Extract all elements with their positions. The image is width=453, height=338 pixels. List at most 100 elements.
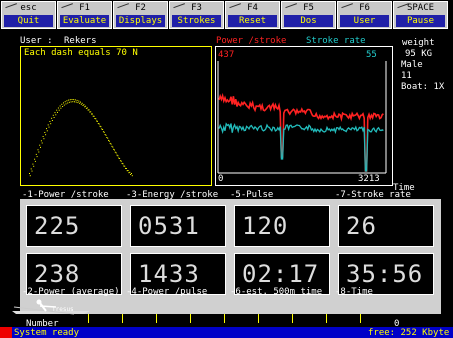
displays-button[interactable]: F2 Displays (113, 1, 168, 29)
label-time: -8-Time (335, 287, 373, 297)
x-start-label: 0 (218, 174, 224, 184)
force-dot (54, 112, 56, 114)
status-indicator (0, 327, 12, 338)
weight-label: weight (402, 38, 435, 48)
force-dot (114, 151, 116, 153)
force-dot (42, 136, 44, 137)
force-dot (32, 163, 34, 165)
value-power-pulse: 1433 (130, 253, 226, 295)
force-dot (129, 171, 131, 173)
force-dot (66, 100, 68, 102)
key-name: F5 (303, 3, 314, 13)
progress-tick (88, 314, 89, 323)
force-dot (34, 160, 36, 162)
force-dot (36, 156, 38, 158)
force-dot (59, 105, 61, 107)
force-dot (118, 157, 120, 159)
force-dot (108, 139, 109, 141)
progress-end: 0 (394, 319, 400, 329)
progress-tick (224, 314, 225, 323)
force-dot (51, 120, 53, 121)
progress-tick (156, 314, 157, 323)
force-dot (130, 174, 132, 175)
force-dot (105, 134, 107, 136)
force-dot (126, 170, 128, 172)
force-dot (103, 131, 105, 133)
force-dot (80, 103, 82, 105)
value-500m-time: 02:17 (234, 253, 330, 295)
force-dot (38, 151, 40, 153)
label-power-stroke: -1-Power /stroke (22, 190, 109, 200)
plot-note: Each dash equals 70 N (24, 48, 138, 58)
force-dot (76, 99, 78, 101)
value-power-stroke: 225 (26, 205, 122, 247)
key-label: Strokes (172, 15, 221, 27)
key-name: esc (20, 3, 37, 13)
force-dot (73, 99, 75, 101)
pause-button[interactable]: SPACE Pause (393, 1, 448, 29)
weight-value: 95 KG (405, 49, 433, 59)
force-dot (102, 131, 104, 133)
force-dot (91, 113, 92, 115)
session-traces (217, 61, 387, 174)
progress-tick (190, 314, 191, 323)
force-dot (110, 143, 112, 145)
force-dot (48, 126, 50, 128)
progress-tick (360, 314, 361, 323)
force-dot (108, 140, 110, 142)
strokes-button[interactable]: F3 Strokes (169, 1, 224, 29)
force-dot (60, 107, 62, 109)
label-power-pulse: -4-Power /pulse (126, 287, 208, 297)
force-dot (68, 99, 70, 101)
legend-power: Power /stroke (216, 36, 287, 46)
force-dot (69, 99, 71, 101)
force-dot (41, 142, 43, 144)
force-dot (113, 148, 115, 150)
force-dot (119, 160, 121, 162)
force-dot (40, 146, 41, 148)
force-dot (79, 102, 81, 104)
force-dot (90, 111, 92, 113)
label-energy-stroke: -3-Energy /stroke (126, 190, 219, 200)
evaluate-button[interactable]: F1 Evaluate (57, 1, 112, 29)
force-dot (96, 120, 98, 122)
force-dot (106, 137, 108, 138)
force-dot (57, 111, 58, 113)
force-dot (45, 134, 47, 136)
force-dot (29, 175, 31, 177)
key-name: F2 (135, 3, 146, 13)
force-dot (98, 123, 100, 125)
value-power-average: 238 (26, 253, 122, 295)
force-dot (111, 145, 113, 147)
user-button[interactable]: F6 User (337, 1, 392, 29)
force-curve-plot: Each dash equals 70 N (20, 46, 212, 186)
legend-stroke-rate: Stroke rate (306, 36, 366, 46)
status-bar (0, 327, 453, 338)
force-dot (37, 149, 39, 151)
force-dot (91, 113, 93, 115)
dos-button[interactable]: F5 Dos (281, 1, 336, 29)
key-label: User (340, 15, 389, 27)
boat-caption: Tresus (52, 306, 74, 313)
force-dot (74, 99, 76, 101)
quit-button[interactable]: esc Quit (1, 1, 56, 29)
free-memory: free: 252 Kbyte (368, 328, 450, 338)
y-max-rate: 55 (366, 50, 377, 60)
force-dot (56, 109, 58, 111)
force-dot (57, 107, 59, 109)
force-dot (119, 158, 121, 159)
key-name: F6 (359, 3, 370, 13)
force-dot (46, 128, 47, 130)
force-dot (40, 140, 42, 142)
force-dot (85, 105, 87, 107)
reset-button[interactable]: F4 Reset (225, 1, 280, 29)
force-dot (121, 162, 123, 164)
force-dot (93, 115, 95, 117)
x-end-label: 3213 (358, 174, 380, 184)
user-name: Rekers (64, 36, 97, 46)
rowing-boat-icon (12, 299, 90, 315)
force-dot (44, 132, 46, 133)
force-dot (58, 109, 60, 111)
force-dot (77, 102, 79, 104)
user-label: User : (20, 36, 53, 46)
